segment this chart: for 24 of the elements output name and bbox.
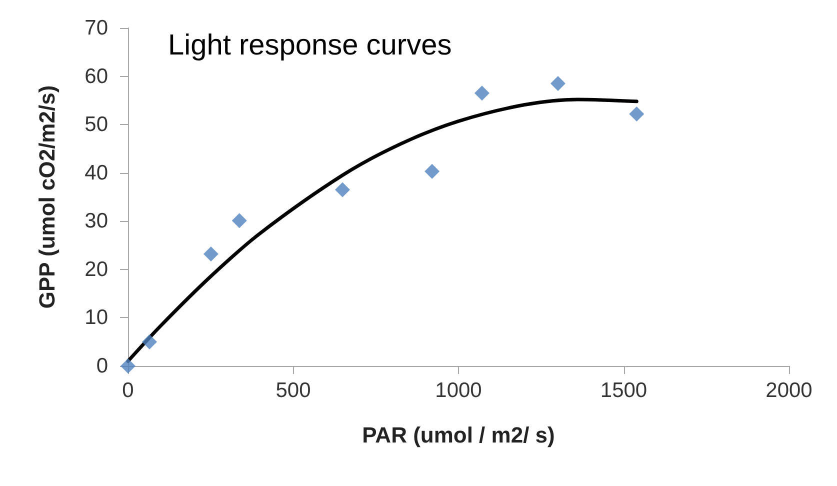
point	[474, 86, 490, 101]
point	[424, 164, 440, 179]
x-tick-label: 2000	[766, 379, 812, 402]
y-tick-label: 40	[84, 161, 108, 184]
y-axis-title: GPP (umol cO2/m2/s)	[34, 85, 60, 309]
point	[334, 182, 350, 198]
y-tick-label: 70	[84, 16, 108, 40]
x-tick-label: 500	[276, 379, 311, 402]
x-axis-title: PAR (umol / m2/ s)	[362, 422, 555, 448]
y-tick-label: 0	[96, 354, 108, 378]
point	[629, 106, 644, 122]
x-tick-label: 0	[122, 379, 134, 402]
chart-title: Light response curves	[168, 30, 452, 62]
y-tick-label: 50	[84, 113, 108, 136]
point	[142, 334, 157, 350]
point	[203, 246, 218, 262]
x-tick-label: 1500	[600, 379, 648, 402]
y-tick-label: 10	[84, 306, 108, 330]
y-tick-label: 60	[84, 64, 108, 88]
y-tick-label: 20	[84, 258, 108, 281]
x-tick-label: 1000	[435, 379, 482, 402]
point	[550, 76, 566, 92]
point	[232, 213, 247, 228]
y-tick-label: 30	[84, 210, 108, 233]
